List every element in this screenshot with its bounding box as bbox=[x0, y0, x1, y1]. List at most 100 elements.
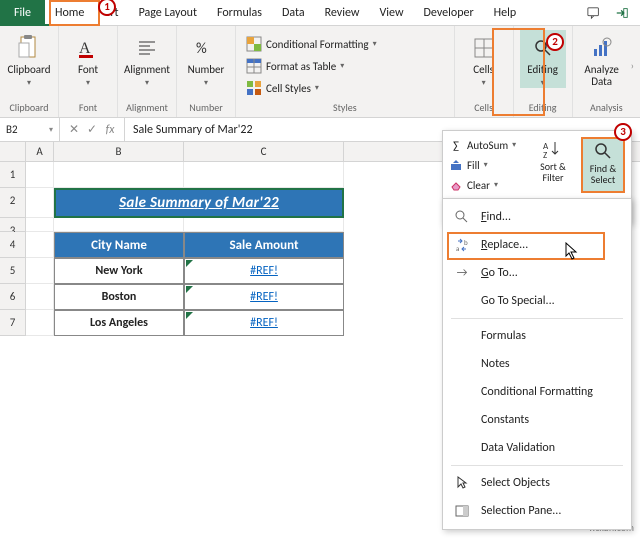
group-alignment: Alignment ▾ Alignment bbox=[118, 26, 177, 117]
cell-c7[interactable]: #REF! bbox=[184, 310, 344, 336]
menu-find[interactable]: Find... bbox=[443, 203, 631, 231]
ribbon-overflow-icon[interactable]: › bbox=[631, 59, 634, 72]
menu-constants-label: Constants bbox=[481, 413, 529, 427]
clear-label: Clear bbox=[467, 179, 490, 192]
cell-c1[interactable] bbox=[184, 162, 344, 188]
cell-a2[interactable] bbox=[26, 188, 54, 218]
menu-constants[interactable]: Constants bbox=[443, 406, 631, 434]
analyze-data-button[interactable]: Analyze Data bbox=[579, 30, 625, 88]
row-header-6[interactable]: 6 bbox=[0, 284, 26, 310]
tab-file[interactable]: File bbox=[0, 0, 45, 26]
cell-a3[interactable] bbox=[26, 218, 54, 232]
tab-data[interactable]: Data bbox=[272, 0, 315, 26]
menu-formulas[interactable]: Formulas bbox=[443, 322, 631, 350]
cell-b3[interactable] bbox=[54, 218, 184, 232]
col-header-b[interactable]: B bbox=[54, 142, 184, 161]
menu-notes[interactable]: Notes bbox=[443, 350, 631, 378]
find-select-icon bbox=[593, 141, 613, 161]
conditional-formatting-button[interactable]: Conditional Formatting▾ bbox=[242, 34, 381, 54]
enter-icon[interactable]: ✓ bbox=[84, 122, 100, 137]
menu-notes-label: Notes bbox=[481, 357, 510, 371]
ribbon: Clipboard ▾ Clipboard A Font ▾ Font Alig… bbox=[0, 26, 640, 118]
select-all-corner[interactable] bbox=[0, 142, 26, 161]
tab-developer[interactable]: Developer bbox=[414, 0, 484, 26]
group-styles: Conditional Formatting▾ Format as Table▾… bbox=[236, 26, 455, 117]
tab-view[interactable]: View bbox=[369, 0, 413, 26]
ribbon-tabs: File Home ert Page Layout Formulas Data … bbox=[0, 0, 640, 26]
cell-a4[interactable] bbox=[26, 232, 54, 258]
row-header-7[interactable]: 7 bbox=[0, 310, 26, 336]
cell-b1[interactable] bbox=[54, 162, 184, 188]
autosum-icon: ∑ bbox=[449, 138, 463, 152]
cells-label: Cells bbox=[473, 64, 494, 76]
clipboard-icon bbox=[18, 34, 40, 62]
analyze-data-icon bbox=[591, 34, 613, 62]
autosum-button[interactable]: ∑ AutoSum ▾ bbox=[449, 137, 525, 153]
format-as-table-button[interactable]: Format as Table▾ bbox=[242, 56, 381, 76]
menu-selection-pane[interactable]: Selection Pane... bbox=[443, 497, 631, 525]
cell-b5[interactable]: New York bbox=[54, 258, 184, 284]
cell-c4[interactable]: Sale Amount bbox=[184, 232, 344, 258]
cell-c3[interactable] bbox=[184, 218, 344, 232]
row-header-1[interactable]: 1 bbox=[0, 162, 26, 188]
font-label: Font bbox=[78, 64, 98, 76]
cell-title-merged[interactable]: Sale Summary of Mar'22 bbox=[54, 188, 344, 218]
number-button[interactable]: % Number ▾ bbox=[183, 30, 229, 88]
menu-data-validation[interactable]: Data Validation bbox=[443, 434, 631, 462]
cell-styles-button[interactable]: Cell Styles▾ bbox=[242, 78, 381, 98]
sort-filter-icon: AZ bbox=[543, 139, 563, 159]
menu-find-label: Find... bbox=[481, 210, 511, 224]
name-box-value: B2 bbox=[6, 123, 18, 136]
fill-button[interactable]: Fill ▾ bbox=[449, 157, 525, 173]
cancel-icon[interactable]: ✕ bbox=[66, 122, 82, 137]
cell-a7[interactable] bbox=[26, 310, 54, 336]
sort-filter-button[interactable]: AZ Sort & Filter bbox=[531, 137, 575, 193]
tab-help[interactable]: Help bbox=[484, 0, 527, 26]
tab-formulas[interactable]: Formulas bbox=[207, 0, 272, 26]
autosum-label: AutoSum bbox=[467, 139, 508, 152]
find-select-button[interactable]: Find & Select bbox=[581, 137, 625, 193]
cell-b7[interactable]: Los Angeles bbox=[54, 310, 184, 336]
alignment-button[interactable]: Alignment ▾ bbox=[124, 30, 170, 88]
menu-selection-pane-label: Selection Pane... bbox=[481, 504, 561, 518]
row-header-5[interactable]: 5 bbox=[0, 258, 26, 284]
menu-goto[interactable]: → Go To... bbox=[443, 259, 631, 287]
col-header-a[interactable]: A bbox=[26, 142, 54, 161]
menu-select-objects[interactable]: Select Objects bbox=[443, 469, 631, 497]
find-select-label: Find & Select bbox=[585, 163, 621, 185]
cell-b4[interactable]: City Name bbox=[54, 232, 184, 258]
clipboard-button[interactable]: Clipboard ▾ bbox=[6, 30, 52, 88]
cell-c6[interactable]: #REF! bbox=[184, 284, 344, 310]
cell-a1[interactable] bbox=[26, 162, 54, 188]
comments-icon[interactable] bbox=[582, 3, 606, 23]
cell-c5-value: #REF! bbox=[250, 264, 278, 278]
fx-icon[interactable]: fx bbox=[102, 123, 118, 137]
goto-icon: → bbox=[453, 265, 471, 281]
menu-separator bbox=[451, 318, 623, 319]
tab-review[interactable]: Review bbox=[315, 0, 370, 26]
font-icon: A bbox=[77, 34, 99, 62]
group-cells: Cells ▾ Cells bbox=[455, 26, 514, 117]
cell-a5[interactable] bbox=[26, 258, 54, 284]
row-header-2[interactable]: 2 bbox=[0, 188, 26, 218]
menu-replace[interactable]: ab Replace... bbox=[443, 231, 631, 259]
cell-styles-label: Cell Styles bbox=[266, 82, 311, 95]
row-header-4[interactable]: 4 bbox=[0, 232, 26, 258]
group-clipboard: Clipboard ▾ Clipboard bbox=[0, 26, 59, 117]
svg-text:a: a bbox=[456, 244, 459, 252]
tab-page-layout[interactable]: Page Layout bbox=[129, 0, 207, 26]
cell-b6[interactable]: Boston bbox=[54, 284, 184, 310]
tab-home[interactable]: Home bbox=[45, 0, 94, 26]
row-header-3[interactable]: 3 bbox=[0, 218, 26, 232]
cell-c5[interactable]: #REF! bbox=[184, 258, 344, 284]
font-button[interactable]: A Font ▾ bbox=[65, 30, 111, 88]
cell-a6[interactable] bbox=[26, 284, 54, 310]
cells-button[interactable]: Cells ▾ bbox=[461, 30, 507, 88]
clear-button[interactable]: Clear ▾ bbox=[449, 177, 525, 193]
name-box[interactable]: B2 ▾ bbox=[0, 118, 60, 141]
menu-conditional-formatting[interactable]: Conditional Formatting bbox=[443, 378, 631, 406]
col-header-c[interactable]: C bbox=[184, 142, 344, 161]
menu-select-objects-label: Select Objects bbox=[481, 476, 550, 490]
share-icon[interactable] bbox=[610, 3, 634, 23]
menu-goto-special[interactable]: Go To Special... bbox=[443, 287, 631, 315]
